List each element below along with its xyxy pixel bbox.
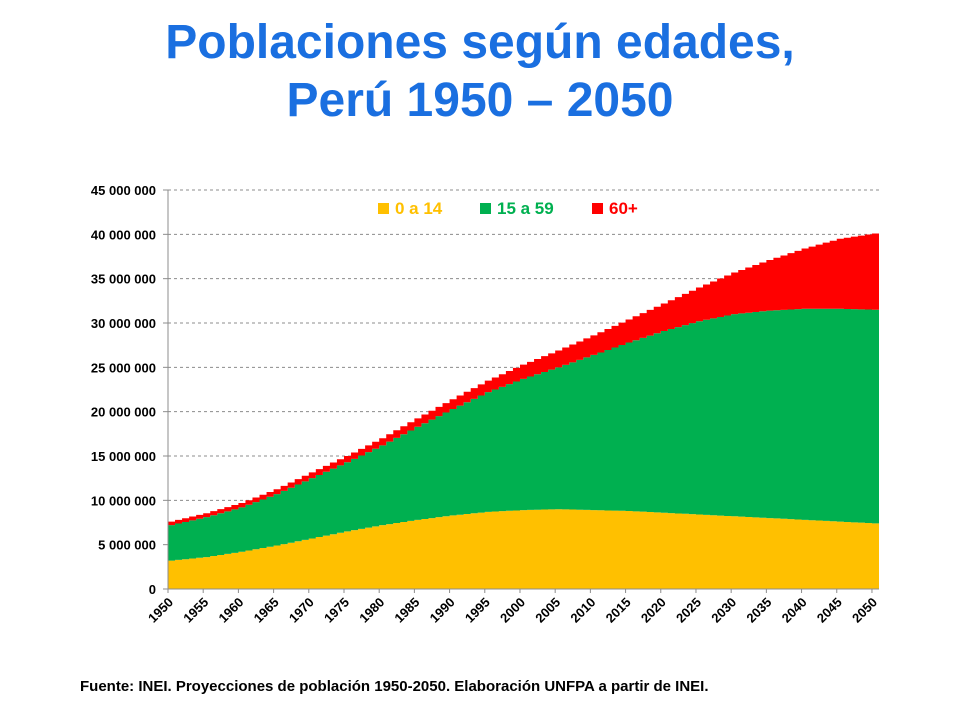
y-tick-label: 0 xyxy=(149,582,156,597)
title-line-2: Perú 1950 – 2050 xyxy=(286,74,674,127)
y-tick-label: 35 000 000 xyxy=(91,272,156,287)
legend-swatch-60plus xyxy=(592,203,603,214)
y-tick-label: 15 000 000 xyxy=(91,449,156,464)
x-tick-label: 1970 xyxy=(286,595,317,626)
series-area-0-a-14 xyxy=(168,509,879,589)
y-tick-label: 5 000 000 xyxy=(98,538,156,553)
series-area-60plus xyxy=(168,233,879,526)
y-tick-label: 10 000 000 xyxy=(91,493,156,508)
y-tick-label: 30 000 000 xyxy=(91,316,156,331)
x-tick-label: 2040 xyxy=(779,595,810,626)
y-tick-label: 25 000 000 xyxy=(91,360,156,375)
x-tick-label: 1985 xyxy=(391,595,422,626)
x-tick-label: 2000 xyxy=(497,595,528,626)
y-tick-label: 45 000 000 xyxy=(91,183,156,198)
x-tick-label: 1950 xyxy=(145,595,176,626)
x-tick-label: 2010 xyxy=(567,595,598,626)
x-tick-label: 1965 xyxy=(251,595,282,626)
x-tick-label: 2030 xyxy=(708,595,739,626)
x-tick-label: 1955 xyxy=(180,595,211,626)
title-line-1: Poblaciones según edades, xyxy=(165,16,795,69)
chart-title: Poblaciones según edades, Perú 1950 – 20… xyxy=(0,14,960,130)
x-tick-label: 2020 xyxy=(638,595,669,626)
x-tick-label: 1980 xyxy=(356,595,387,626)
x-tick-label: 1990 xyxy=(427,595,458,626)
legend-label-15-a-59: 15 a 59 xyxy=(497,199,554,218)
x-tick-label: 2050 xyxy=(849,595,880,626)
x-tick-label: 2035 xyxy=(743,595,774,626)
y-tick-label: 20 000 000 xyxy=(91,405,156,420)
x-tick-label: 2025 xyxy=(673,595,704,626)
legend-label-60plus: 60+ xyxy=(609,199,638,218)
legend-swatch-0-a-14 xyxy=(378,203,389,214)
x-tick-label: 2015 xyxy=(603,595,634,626)
x-tick-label: 1975 xyxy=(321,595,352,626)
series-area-15-a-59 xyxy=(168,308,879,561)
legend-swatch-15-a-59 xyxy=(480,203,491,214)
x-tick-label: 1995 xyxy=(462,595,493,626)
y-tick-label: 40 000 000 xyxy=(91,227,156,242)
source-note: Fuente: INEI. Proyecciones de población … xyxy=(80,678,709,695)
legend-label-0-a-14: 0 a 14 xyxy=(395,199,443,218)
x-tick-label: 2005 xyxy=(532,595,563,626)
x-tick-label: 1960 xyxy=(215,595,246,626)
x-tick-label: 2045 xyxy=(814,595,845,626)
